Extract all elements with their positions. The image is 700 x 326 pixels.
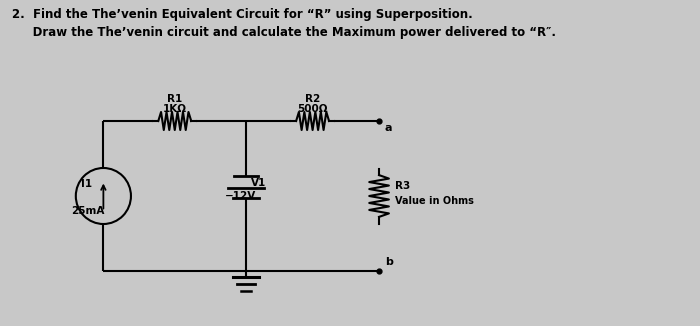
Text: −12V: −12V: [225, 191, 256, 201]
Text: R2: R2: [305, 94, 320, 104]
Text: b: b: [385, 257, 393, 267]
Text: R1: R1: [167, 94, 183, 104]
Text: Value in Ohms: Value in Ohms: [395, 196, 474, 206]
Text: R3: R3: [395, 181, 410, 191]
Text: V1: V1: [251, 178, 266, 188]
Text: Draw the The’venin circuit and calculate the Maximum power delivered to “R″.: Draw the The’venin circuit and calculate…: [12, 26, 556, 39]
Text: a: a: [385, 123, 393, 133]
Text: 25mA: 25mA: [71, 206, 104, 216]
Text: 500Ω: 500Ω: [298, 104, 328, 114]
Text: 1KΩ: 1KΩ: [163, 104, 187, 114]
Text: 2.  Find the The’venin Equivalent Circuit for “R” using Superposition.: 2. Find the The’venin Equivalent Circuit…: [12, 8, 472, 21]
Text: I1: I1: [80, 179, 92, 189]
